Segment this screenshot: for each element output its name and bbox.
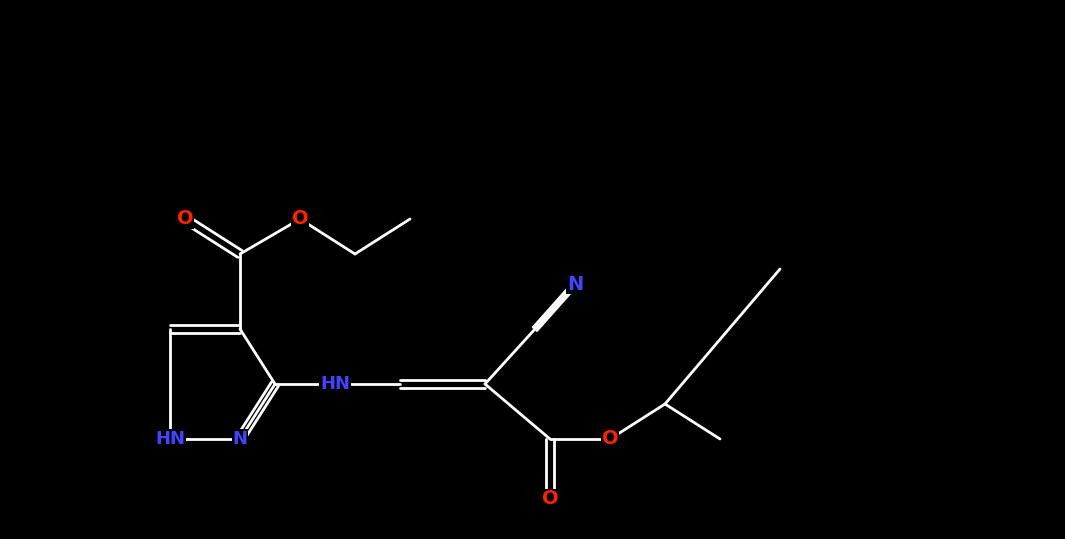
- Text: N: N: [567, 274, 584, 294]
- Text: O: O: [542, 489, 558, 508]
- Text: O: O: [292, 210, 308, 229]
- Text: O: O: [177, 210, 194, 229]
- Text: N: N: [232, 430, 247, 448]
- Text: HN: HN: [155, 430, 185, 448]
- Text: O: O: [602, 430, 619, 448]
- Text: HN: HN: [320, 375, 350, 393]
